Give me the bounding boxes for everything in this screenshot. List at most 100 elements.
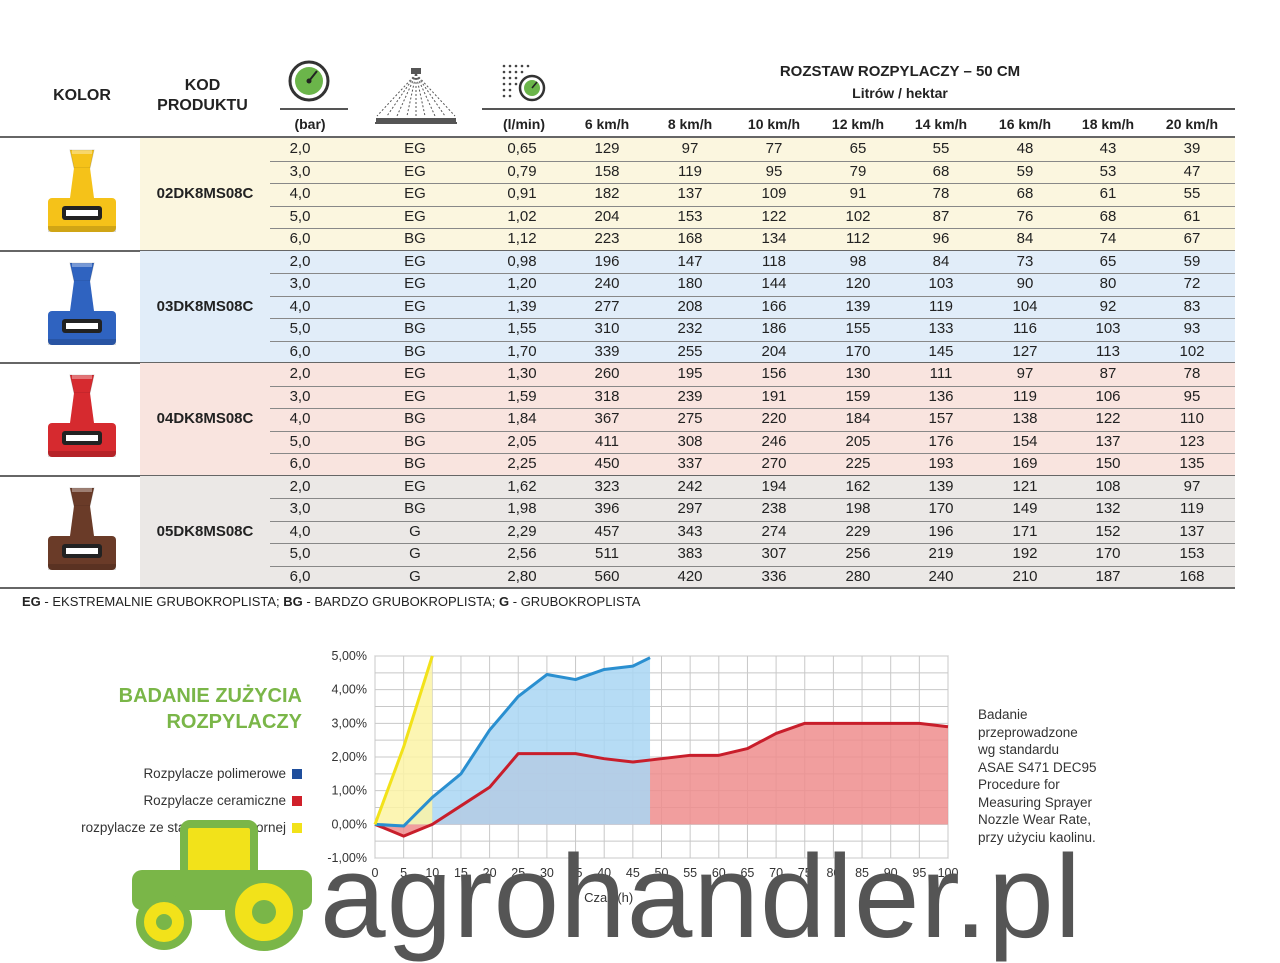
table-cell: 150 — [1095, 455, 1121, 472]
table-cell: 53 — [1099, 162, 1117, 180]
table-cell: 186 — [761, 320, 787, 337]
table-cell: 193 — [928, 455, 954, 472]
table-cell: 2,0 — [289, 140, 311, 157]
row-divider — [270, 385, 1235, 387]
table-cell: 87 — [932, 207, 950, 225]
x-tick-label: 55 — [683, 866, 697, 880]
table-cell: G — [409, 522, 421, 540]
note-line: Badanie — [978, 707, 1028, 722]
chart-title: BADANIE ZUŻYCIA ROZPYLACZY — [119, 683, 302, 735]
legend-polymer-label: Rozpylacze polimerowe — [143, 766, 286, 781]
table-cell: EG — [404, 297, 426, 315]
table-cell: 0,98 — [507, 252, 537, 270]
y-tick-label: 2,00% — [332, 750, 367, 764]
header-bottom-line — [0, 136, 1235, 138]
table-cell: 158 — [594, 162, 620, 180]
table-cell: 323 — [594, 477, 620, 495]
table-cell: 95 — [765, 162, 783, 180]
series-line — [374, 656, 651, 828]
table-cell: 97 — [1183, 477, 1201, 495]
table-cell: 155 — [845, 320, 871, 337]
x-tick-label: 75 — [798, 866, 812, 880]
table-cell: 2,0 — [289, 477, 311, 495]
table-cell: EG — [404, 252, 426, 270]
table-cell: 116 — [1013, 320, 1037, 337]
table-cell: 79 — [849, 162, 867, 180]
table-cell: 1,55 — [507, 320, 537, 337]
table-cell: 110 — [1180, 410, 1204, 427]
y-tick-label: 5,00% — [332, 649, 367, 663]
tractor-logo-icon — [132, 820, 312, 951]
group-band — [140, 363, 1235, 476]
table-cell: 2,0 — [289, 252, 311, 270]
table-cell: 297 — [677, 500, 703, 517]
table-cell: 318 — [594, 387, 620, 405]
table-cell: 103 — [928, 275, 954, 292]
header-code-line2: PRODUKTU — [157, 97, 248, 114]
table-cell: 68 — [1016, 185, 1034, 202]
table-cell: 68 — [932, 162, 950, 180]
table-cell: 4,0 — [289, 410, 311, 427]
table-cell: 195 — [677, 365, 703, 382]
header-speed: 20 km/h — [1165, 116, 1219, 132]
spray-fan-icon — [376, 68, 456, 122]
table-cell: 119 — [929, 297, 953, 315]
table-cell: 194 — [761, 477, 787, 495]
table-cell: 137 — [677, 185, 703, 202]
table-cell: 127 — [1012, 342, 1038, 360]
table-cell: 137 — [1179, 522, 1205, 540]
table-cell: 113 — [1096, 342, 1120, 360]
table-cell: BG — [404, 432, 426, 450]
table-cell: 1,84 — [507, 410, 537, 427]
table-cell: 39 — [1183, 140, 1201, 157]
table-cell: 198 — [845, 500, 871, 517]
table-cell: 240 — [594, 275, 620, 292]
table-cell: 74 — [1099, 230, 1117, 247]
table-cell: 78 — [932, 185, 950, 202]
abbreviation-legend: EG - EKSTREMALNIE GRUBOKROPLISTA; BG - B… — [22, 594, 640, 609]
y-tick-label: 1,00% — [332, 784, 367, 798]
table-cell: 176 — [928, 432, 954, 450]
row-divider — [270, 183, 1235, 184]
table-cell: 182 — [594, 185, 620, 202]
table-cell: 1,20 — [507, 275, 537, 292]
table-cell: 129 — [594, 140, 620, 157]
nozzle-icon — [48, 148, 116, 232]
table-cell: 84 — [932, 252, 950, 270]
nozzle-icon — [48, 373, 116, 457]
table-cell: 87 — [1099, 365, 1117, 382]
table-cell: 59 — [1183, 252, 1201, 270]
table-cell: 145 — [928, 342, 954, 360]
table-cell: 411 — [595, 432, 619, 450]
nozzle-icon — [48, 260, 116, 345]
x-tick-label: 100 — [938, 866, 959, 880]
table-cell: 223 — [594, 230, 620, 247]
x-axis-label: Czas (h) — [584, 890, 633, 905]
x-tick-label: 35 — [569, 866, 583, 880]
x-tick-label: 50 — [655, 866, 669, 880]
table-cell: 59 — [1016, 162, 1034, 180]
note-line: Procedure for — [978, 777, 1060, 792]
table-cell: 204 — [594, 207, 620, 225]
nozzle-table: KOLOR KOD PRODUKTU (bar) — [0, 60, 1235, 589]
table-cell: 93 — [1183, 320, 1201, 337]
y-tick-label: 0,00% — [332, 817, 367, 831]
table-cell: EG — [404, 185, 426, 202]
table-cell: 96 — [932, 230, 950, 247]
table-cell: 3,0 — [289, 387, 311, 405]
note-line: ASAE S471 DEC95 — [978, 759, 1097, 775]
x-tick-label: 20 — [483, 866, 497, 880]
row-divider — [270, 565, 1235, 567]
note-line: przeprowadzone — [978, 724, 1078, 740]
table-cell: 511 — [595, 545, 619, 562]
chart-title-line2: ROZPYLACZY — [166, 711, 302, 733]
spray-underline — [375, 122, 457, 124]
row-divider — [270, 228, 1235, 229]
header-code-line1: KOD — [184, 77, 221, 94]
row-divider — [270, 160, 1235, 162]
spacing-subtitle: Litrów / hektar — [852, 85, 948, 101]
product-code: 05DK8MS08C — [156, 522, 254, 540]
x-tick-label: 90 — [884, 866, 898, 880]
table-cell: 6,0 — [289, 230, 311, 247]
wear-chart: -1,00% 0,00% 1,00% 2,00% 3,00% 4,00% 5,00% 0 5 10… — [327, 649, 959, 905]
